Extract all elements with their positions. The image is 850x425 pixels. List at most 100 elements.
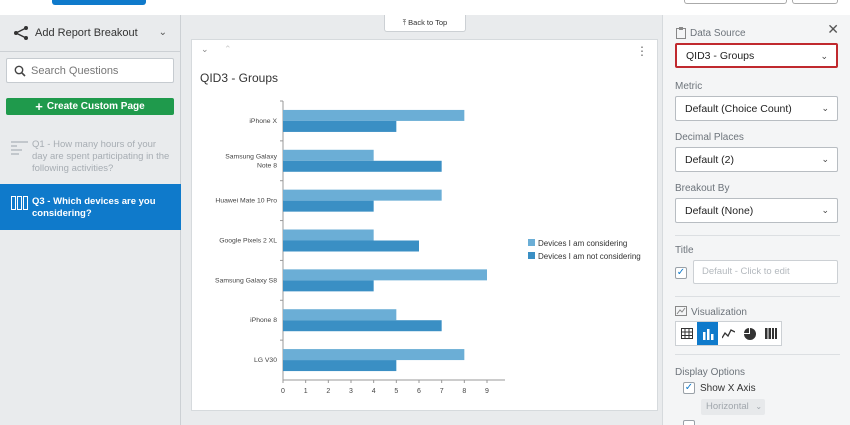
metric-value: Default (Choice Count)	[685, 102, 792, 115]
category-label: Google Pixels 2 XL	[219, 238, 277, 245]
more-options-icon[interactable]: ⋮	[636, 44, 648, 58]
line-chart-icon	[722, 329, 735, 339]
x-tick-label: 8	[462, 388, 466, 395]
decimal-places-select[interactable]: Default (2) ⌄	[675, 147, 838, 172]
legend-label: Devices I am not considering	[538, 252, 641, 261]
create-custom-page-button[interactable]: + Create Custom Page	[6, 98, 174, 115]
title-label: Title	[675, 245, 694, 256]
add-report-breakout[interactable]: Add Report Breakout ⌄	[0, 15, 181, 52]
legend-swatch	[528, 252, 535, 259]
metric-label: Metric	[675, 81, 703, 92]
x-tick-label: 0	[281, 388, 285, 395]
x-tick-label: 5	[394, 388, 398, 395]
orientation-value: Horizontal	[706, 401, 749, 412]
bar	[283, 240, 419, 252]
category-label: Note 8	[257, 162, 277, 169]
collapse-chevron-icon[interactable]: ⌄	[201, 44, 209, 54]
bar	[283, 189, 442, 201]
top-tertiary-button[interactable]	[792, 0, 838, 4]
show-x-axis-checkbox[interactable]: ✓	[683, 382, 695, 394]
x-tick-label: 3	[349, 388, 353, 395]
title-input[interactable]: Default - Click to edit	[693, 260, 838, 284]
breakout-by-value: Default (None)	[685, 204, 754, 217]
top-secondary-button[interactable]	[684, 0, 787, 4]
divider	[675, 354, 840, 355]
breakout-by-label: Breakout By	[675, 183, 730, 194]
x-tick-label: 9	[485, 388, 489, 395]
pie-chart-viz-button[interactable]	[739, 322, 760, 345]
bar	[283, 360, 397, 372]
top-primary-button[interactable]	[52, 0, 146, 5]
display-options-label: Display Options	[675, 367, 746, 378]
chevron-down-icon: ⌄	[755, 402, 763, 411]
bar-chart-viz-button[interactable]	[697, 322, 718, 345]
chevron-down-icon: ⌄	[820, 51, 828, 61]
category-label: iPhone 8	[250, 317, 277, 324]
bar	[283, 320, 442, 332]
question-item-q1[interactable]: Q1 - How many hours of your day are spen…	[0, 133, 181, 190]
bar	[283, 120, 397, 132]
expand-chevron-icon[interactable]: ⌃	[224, 44, 232, 54]
breakout-by-select[interactable]: Default (None) ⌄	[675, 198, 838, 223]
question-text: Q1 - How many hours of your day are spen…	[32, 139, 170, 174]
stacked-bar-icon	[764, 328, 777, 339]
legend-swatch	[528, 239, 535, 246]
metric-select[interactable]: Default (Choice Count) ⌄	[675, 96, 838, 121]
bar	[283, 280, 374, 292]
legend-label: Devices I am considering	[538, 239, 627, 248]
data-source-select[interactable]: QID3 - Groups ⌄	[675, 43, 838, 68]
bar	[283, 149, 374, 161]
top-strip	[0, 0, 850, 15]
x-tick-label: 7	[440, 388, 444, 395]
back-to-top-button[interactable]: ⤒ Back to Top	[384, 15, 466, 32]
divider	[675, 235, 840, 236]
chevron-down-icon[interactable]: ⌄	[158, 27, 167, 38]
create-custom-page-label: Create Custom Page	[46, 101, 145, 112]
breakout-label: Add Report Breakout	[35, 27, 138, 39]
x-tick-label: 1	[304, 388, 308, 395]
search-input[interactable]	[31, 64, 171, 77]
bar	[283, 309, 397, 321]
category-label: Samsung Galaxy S8	[215, 277, 277, 284]
search-icon	[14, 65, 26, 77]
question-sidebar: Add Report Breakout ⌄ + Create Custom Pa…	[0, 15, 181, 425]
settings-panel: ✕ Data Source QID3 - Groups ⌄ Metric Def…	[662, 15, 850, 425]
category-label: LG V30	[254, 357, 277, 364]
chart-card: ⌄ ⌃ ⋮ QID3 - Groups 0 1 2 3 4 5 6 7 8 9 iPhone X Sa…	[191, 39, 658, 411]
bar	[283, 269, 487, 281]
question-text: Q3 - Which devices are you considering?	[32, 196, 156, 219]
x-tick-label: 4	[372, 388, 376, 395]
line-chart-viz-button[interactable]	[718, 322, 739, 345]
matrix-question-icon	[11, 141, 28, 155]
chevron-down-icon: ⌄	[821, 205, 829, 215]
bar	[283, 229, 374, 241]
question-item-q3[interactable]: Q3 - Which devices are you considering?	[0, 184, 181, 230]
x-axis-orientation-select[interactable]: Horizontal ⌄	[701, 399, 765, 415]
divider	[675, 296, 840, 297]
pie-chart-icon	[743, 327, 756, 340]
data-source-label: Data Source	[690, 28, 746, 39]
x-tick-label: 6	[417, 388, 421, 395]
bar	[283, 200, 374, 212]
bar	[283, 109, 465, 121]
visualization-label: Visualization	[691, 307, 747, 318]
category-label: iPhone X	[249, 118, 277, 125]
data-source-value: QID3 - Groups	[686, 49, 755, 62]
search-box[interactable]	[6, 58, 174, 83]
plus-icon: +	[35, 99, 43, 114]
show-x-axis-label: Show X Axis	[700, 383, 756, 394]
visualization-toolbar	[675, 321, 782, 346]
table-icon	[680, 328, 693, 339]
decimal-places-label: Decimal Places	[675, 132, 744, 143]
close-icon[interactable]: ✕	[827, 21, 839, 37]
bar	[283, 160, 442, 172]
title-checkbox[interactable]: ✓	[675, 267, 687, 279]
option-checkbox[interactable]	[683, 420, 695, 425]
category-label: Samsung Galaxy	[225, 153, 277, 160]
visualization-icon	[675, 306, 687, 316]
data-source-icon	[676, 27, 686, 39]
table-viz-button[interactable]	[676, 322, 697, 345]
bar-chart-icon	[702, 328, 713, 340]
bar	[283, 349, 465, 361]
stacked-bar-viz-button[interactable]	[760, 322, 781, 345]
